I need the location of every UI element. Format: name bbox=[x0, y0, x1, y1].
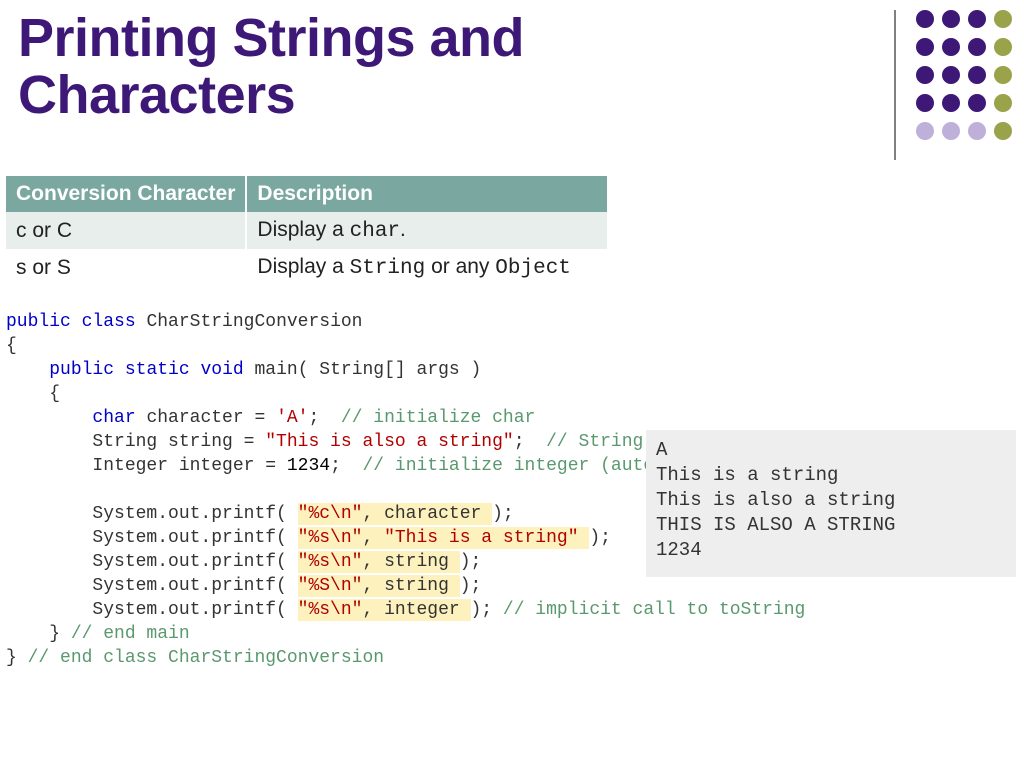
decorative-dot bbox=[968, 122, 986, 140]
decorative-dot bbox=[968, 10, 986, 28]
table-row: c or CDisplay a char. bbox=[6, 212, 607, 249]
decorative-dot bbox=[994, 94, 1012, 112]
decorative-dot bbox=[916, 10, 934, 28]
cell-conversion: c or C bbox=[6, 212, 246, 249]
col-description: Description bbox=[246, 176, 607, 212]
table-row: s or SDisplay a String or any Object bbox=[6, 249, 607, 286]
decorative-dot bbox=[968, 66, 986, 84]
decorative-dot bbox=[916, 94, 934, 112]
cell-description: Display a char. bbox=[246, 212, 607, 249]
decorative-dot bbox=[916, 38, 934, 56]
conversion-table: Conversion Character Description c or CD… bbox=[6, 176, 607, 286]
cell-description: Display a String or any Object bbox=[246, 249, 607, 286]
decorative-dot bbox=[994, 38, 1012, 56]
decorative-dot bbox=[942, 94, 960, 112]
decorative-dot bbox=[968, 38, 986, 56]
decorative-dot bbox=[942, 10, 960, 28]
decorative-dot bbox=[942, 66, 960, 84]
decorative-dot bbox=[916, 66, 934, 84]
slide-title: Printing Strings andCharacters bbox=[18, 10, 524, 123]
col-conversion-character: Conversion Character bbox=[6, 176, 246, 212]
table-body: c or CDisplay a char.s or SDisplay a Str… bbox=[6, 212, 607, 286]
decorative-dot bbox=[942, 38, 960, 56]
decorative-dot bbox=[994, 10, 1012, 28]
cell-conversion: s or S bbox=[6, 249, 246, 286]
decorative-dot-grid bbox=[916, 10, 1012, 140]
decorative-dot bbox=[994, 66, 1012, 84]
decorative-dot bbox=[916, 122, 934, 140]
decorative-dot bbox=[942, 122, 960, 140]
divider-vertical bbox=[894, 10, 896, 160]
table-header: Conversion Character Description bbox=[6, 176, 607, 212]
decorative-dot bbox=[968, 94, 986, 112]
decorative-dot bbox=[994, 122, 1012, 140]
program-output: A This is a string This is also a string… bbox=[646, 430, 1016, 577]
